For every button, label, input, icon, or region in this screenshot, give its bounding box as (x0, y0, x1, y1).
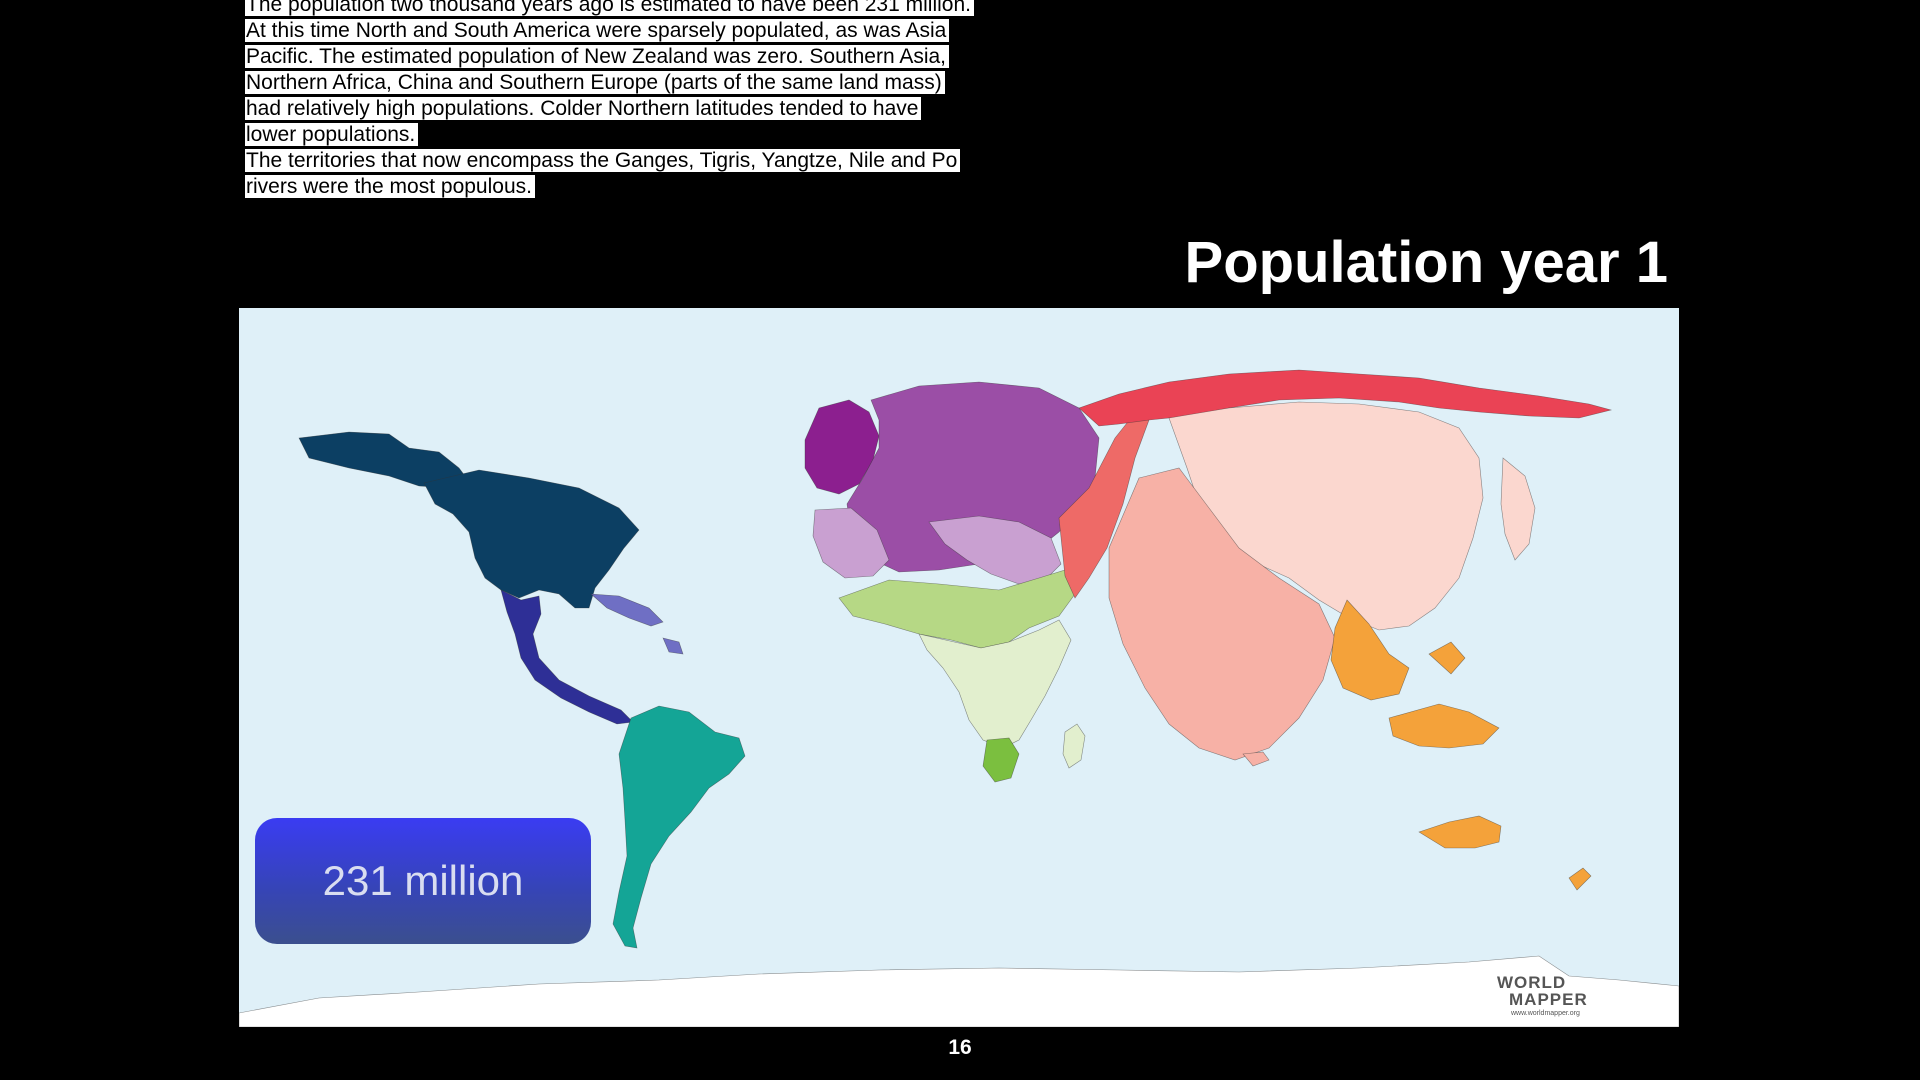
region-iberia (812, 507, 890, 579)
region-central-america (500, 589, 634, 725)
region-australia (1418, 815, 1502, 849)
region-sri-lanka (1242, 751, 1270, 767)
region-sub-saharan-africa (918, 619, 1072, 749)
region-madagascar (1062, 723, 1086, 769)
region-caribbean (590, 593, 684, 655)
notes-line: rivers were the most populous. (245, 174, 1025, 200)
logo-line-mapper: MAPPER (1509, 990, 1588, 1009)
logo-line-world: WORLD (1497, 973, 1567, 992)
region-north-america (423, 469, 640, 609)
notes-line: Northern Africa, China and Southern Euro… (245, 70, 1025, 96)
region-south-asia (1108, 467, 1336, 761)
region-southern-africa (982, 737, 1020, 783)
notes-line: The population two thousand years ago is… (245, 0, 1025, 18)
region-new-zealand (1568, 867, 1592, 891)
slide-title: Population year 1 (1184, 230, 1668, 295)
region-north-africa (838, 569, 1076, 649)
worldmapper-logo: WORLD MAPPER www.worldmapper.org (1497, 974, 1589, 1017)
region-middle-east (1058, 407, 1150, 599)
region-south-america (612, 705, 746, 949)
notes-line: lower populations. (245, 122, 1025, 148)
population-badge: 231 million (255, 818, 591, 944)
region-south-east-asia (1330, 599, 1500, 749)
logo-url: www.worldmapper.org (1511, 1010, 1580, 1017)
region-japan (1500, 457, 1536, 561)
notes-line: Pacific. The estimated population of New… (245, 44, 1025, 70)
region-antarctica (239, 955, 1679, 1027)
page-number: 16 (948, 1036, 972, 1059)
cartogram-svg (239, 369, 1679, 1027)
notes-line: The territories that now encompass the G… (245, 148, 1025, 174)
notes-line: had relatively high populations. Colder … (245, 96, 1025, 122)
notes-line: At this time North and South America wer… (245, 18, 1025, 44)
cartogram-map: 231 million WORLD MAPPER www.worldmapper… (239, 308, 1679, 1027)
speaker-notes: The population two thousand years ago is… (245, 0, 1025, 200)
